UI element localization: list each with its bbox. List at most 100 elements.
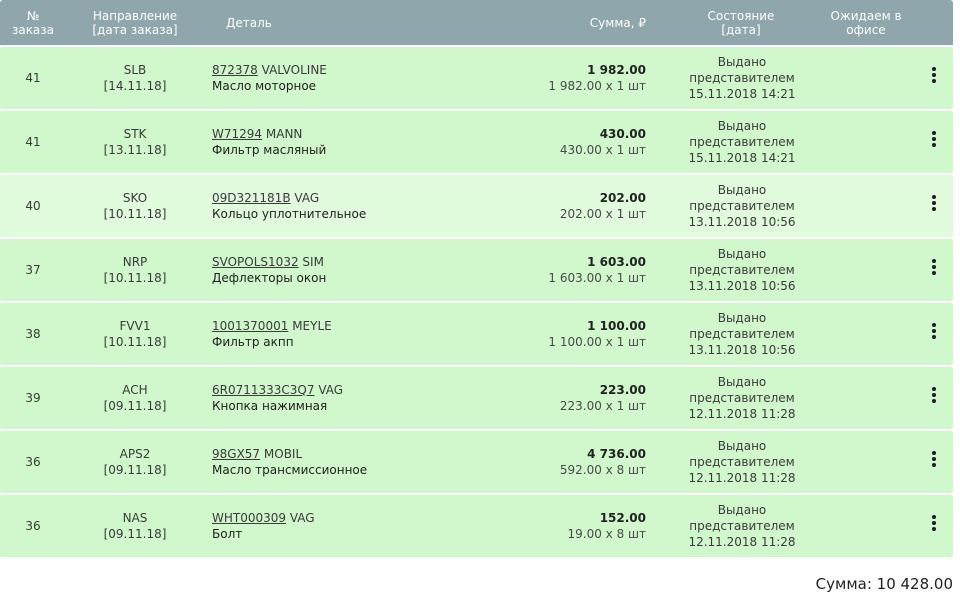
table-row[interactable]: 36 NAS [09.11.18] WHT000309 VAG Болт 152.00 19… [0,495,953,557]
kebab-menu-icon [932,387,936,405]
state-date: 13.11.2018 10:56 [688,343,796,357]
state-cell: Выдано представителем 15.11.2018 14:21 [670,54,814,102]
header-direction: Направление [дата заказа] [92,9,178,37]
part-code-link[interactable]: 872378 [212,63,258,77]
part-code-link[interactable]: 09D321181B [212,191,291,205]
direction-code: SLB [123,63,147,77]
state-status-by: представителем [689,455,795,469]
sum-detail: 223.00 х 1 шт [559,399,646,413]
state-date: 12.11.2018 11:28 [688,535,796,549]
row-menu-button[interactable] [924,131,944,153]
table-row[interactable]: 37 NRP [10.11.18] SVOPOLS1032 SIM Дефлекторы… [0,239,953,301]
sum-total: 223.00 [599,383,646,397]
table-row[interactable]: 39 ACH [09.11.18] 6R0711333C3Q7 VAG Кнопка н… [0,367,953,429]
part-name: Болт [212,527,243,541]
table-row[interactable]: 38 FVV1 [10.11.18] 1001370001 MEYLE Фильтр а… [0,303,953,365]
part-brand: SIM [302,255,324,269]
order-number: 38 [25,327,41,341]
state-status-by: представителем [689,199,795,213]
header-order-number: № заказа [11,9,55,37]
sum-cell: 4 736.00 592.00 х 8 шт [460,446,646,478]
header-office: Ожидаем в офисе [830,9,902,37]
sum-detail: 202.00 х 1 шт [559,207,646,221]
table-row[interactable]: 41 SLB [14.11.18] 872378 VALVOLINE Масло мот… [0,47,953,109]
part-cell: 98GX57 MOBIL Масло трансмиссионное [212,446,512,478]
table-row[interactable]: 36 APS2 [09.11.18] 98GX57 MOBIL Масло трансм… [0,431,953,493]
row-menu-button[interactable] [924,451,944,473]
order-number: 39 [25,391,41,405]
order-date: [10.11.18] [103,271,167,285]
part-brand: VAG [318,383,344,397]
row-menu-button[interactable] [924,323,944,345]
sum-detail: 592.00 х 8 шт [559,463,646,477]
row-menu-button[interactable] [924,515,944,537]
direction-cell: SKO [10.11.18] [80,190,190,222]
sum-total: 152.00 [599,511,646,525]
kebab-menu-icon [932,323,936,341]
direction-code: SKO [122,191,148,205]
order-number: 41 [25,135,41,149]
row-menu-button[interactable] [924,195,944,217]
part-cell: 09D321181B VAG Кольцо уплотнительное [212,190,512,222]
row-menu-button[interactable] [924,67,944,89]
order-number: 40 [25,199,41,213]
part-code-link[interactable]: SVOPOLS1032 [212,255,299,269]
order-date: [09.11.18] [103,527,167,541]
sum-detail: 1 982.00 х 1 шт [548,79,646,93]
part-cell: 6R0711333C3Q7 VAG Кнопка нажимная [212,382,512,414]
sum-total: 1 982.00 [587,63,646,77]
part-code-link[interactable]: WHT000309 [212,511,287,525]
sum-detail: 430.00 х 1 шт [559,143,646,157]
part-code-link[interactable]: W71294 [212,127,263,141]
state-date: 15.11.2018 14:21 [688,87,796,101]
table-row[interactable]: 41 STK [13.11.18] W71294 MANN Фильтр масляны… [0,111,953,173]
sum-cell: 430.00 430.00 х 1 шт [460,126,646,158]
part-brand: MEYLE [292,319,332,333]
state-status: Выдано [717,311,767,325]
part-name: Фильтр акпп [212,335,294,349]
state-status-by: представителем [689,519,795,533]
sum-total: 4 736.00 [587,447,646,461]
sum-detail: 1 100.00 х 1 шт [548,335,646,349]
state-status: Выдано [717,439,767,453]
row-menu-button[interactable] [924,387,944,409]
kebab-menu-icon [932,67,936,85]
header-detail: Деталь [226,16,272,30]
direction-code: ACH [122,383,148,397]
sum-total: 1 603.00 [587,255,646,269]
direction-cell: APS2 [09.11.18] [80,446,190,478]
row-menu-button[interactable] [924,259,944,281]
state-cell: Выдано представителем 13.11.2018 10:56 [670,310,814,358]
sum-cell: 202.00 202.00 х 1 шт [460,190,646,222]
state-status: Выдано [717,247,767,261]
order-number: 36 [25,519,41,533]
order-date: [10.11.18] [103,207,167,221]
total-sum: Сумма: 10 428.00 [815,575,953,593]
sum-detail: 19.00 х 8 шт [567,527,646,541]
table-row[interactable]: 40 SKO [10.11.18] 09D321181B VAG Кольцо упло… [0,175,953,237]
part-code-link[interactable]: 98GX57 [212,447,261,461]
sum-cell: 223.00 223.00 х 1 шт [460,382,646,414]
part-name: Дефлекторы окон [212,271,327,285]
part-code-link[interactable]: 1001370001 [212,319,289,333]
part-code-link[interactable]: 6R0711333C3Q7 [212,383,315,397]
part-brand: VALVOLINE [261,63,327,77]
state-date: 15.11.2018 14:21 [688,151,796,165]
order-date: [14.11.18] [103,79,167,93]
state-status: Выдано [717,55,767,69]
direction-cell: ACH [09.11.18] [80,382,190,414]
direction-code: NAS [122,511,148,525]
part-cell: WHT000309 VAG Болт [212,510,512,542]
part-brand: VAG [289,511,315,525]
sum-cell: 1 603.00 1 603.00 х 1 шт [460,254,646,286]
state-status: Выдано [717,119,767,133]
state-date: 12.11.2018 11:28 [688,471,796,485]
state-cell: Выдано представителем 13.11.2018 10:56 [670,246,814,294]
part-name: Фильтр масляный [212,143,327,157]
part-name: Кольцо уплотнительное [212,207,367,221]
direction-code: STK [123,127,147,141]
state-status: Выдано [717,503,767,517]
state-cell: Выдано представителем 12.11.2018 11:28 [670,438,814,486]
direction-code: NRP [122,255,148,269]
sum-total: 202.00 [599,191,646,205]
